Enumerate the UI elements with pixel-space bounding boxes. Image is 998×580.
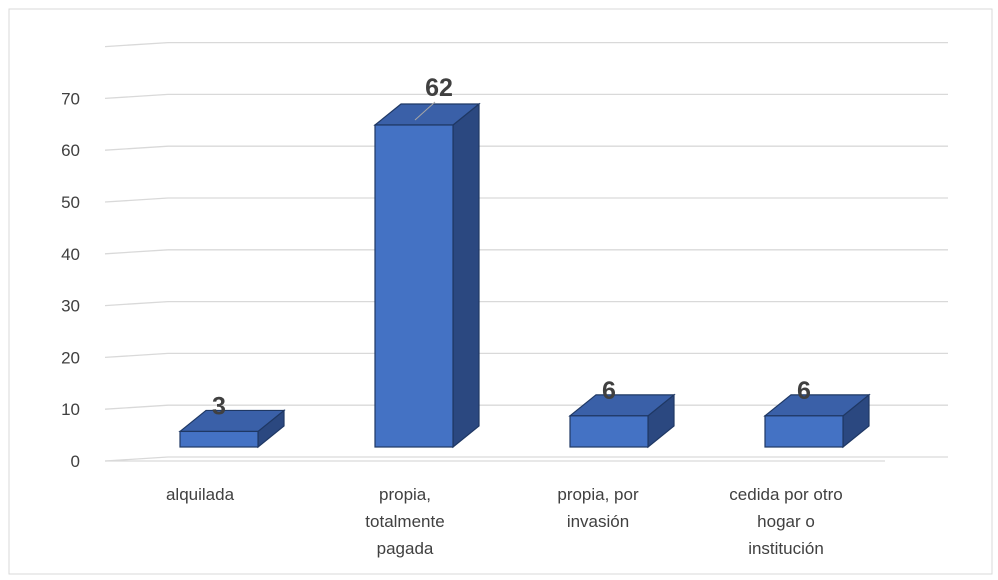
bar-front-0 xyxy=(179,430,259,448)
bar-front-3 xyxy=(764,415,844,448)
data-label-3: 6 xyxy=(797,377,811,405)
bar-side-1 xyxy=(452,102,480,449)
data-label-leader-1 xyxy=(414,101,436,121)
x-category-label-1-2: pagada xyxy=(377,539,434,558)
x-category-label-3-2: institución xyxy=(748,539,824,558)
gridline-side-10 xyxy=(104,404,169,410)
bar-front-2 xyxy=(569,415,649,448)
data-label-2: 6 xyxy=(602,377,616,405)
x-category-label-3-1: hogar o xyxy=(757,512,815,531)
gridline-side-40 xyxy=(104,249,169,255)
y-tick-label-40: 40 xyxy=(61,245,80,264)
y-tick-label-70: 70 xyxy=(61,89,80,108)
data-label-0: 3 xyxy=(212,392,226,420)
gridline-side-0 xyxy=(104,456,169,462)
x-category-label-0-0: alquilada xyxy=(166,485,235,504)
x-category-label-2-0: propia, por xyxy=(557,485,639,504)
y-tick-label-10: 10 xyxy=(61,400,80,419)
y-tick-label-60: 60 xyxy=(61,141,80,160)
x-category-label-1-1: totalmente xyxy=(365,512,444,531)
gridline-side-50 xyxy=(104,197,169,203)
data-label-1: 62 xyxy=(425,74,453,102)
gridline-side-60 xyxy=(104,145,169,151)
x-category-label-1-0: propia, xyxy=(379,485,431,504)
gridline-side-70 xyxy=(104,93,169,100)
plot-frame xyxy=(8,8,993,575)
y-tick-label-30: 30 xyxy=(61,297,80,316)
gridline-side-top xyxy=(104,41,169,48)
x-category-label-2-1: invasión xyxy=(567,512,629,531)
x-category-label-3-0: cedida por otro xyxy=(729,485,842,504)
gridline-side-20 xyxy=(104,352,169,359)
y-tick-label-20: 20 xyxy=(61,348,80,367)
y-tick-label-50: 50 xyxy=(61,193,80,212)
gridline-side-30 xyxy=(104,300,169,307)
bar-front-1 xyxy=(374,124,454,448)
y-tick-label-0: 0 xyxy=(71,452,80,471)
